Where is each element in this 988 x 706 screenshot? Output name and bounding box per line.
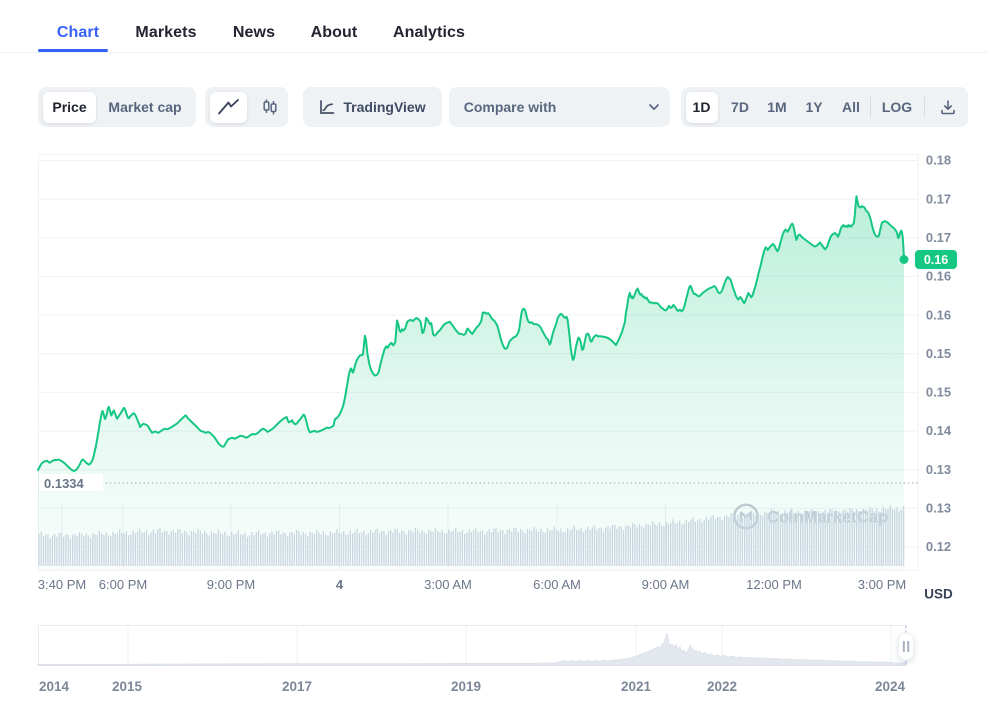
svg-text:0.16: 0.16 bbox=[926, 269, 951, 284]
svg-text:0.14: 0.14 bbox=[926, 423, 952, 438]
svg-text:9:00 PM: 9:00 PM bbox=[207, 577, 255, 592]
svg-text:9:00 AM: 9:00 AM bbox=[642, 577, 690, 592]
svg-text:USD: USD bbox=[924, 587, 953, 602]
svg-text:12:00 PM: 12:00 PM bbox=[746, 577, 802, 592]
svg-text:0.15: 0.15 bbox=[926, 385, 951, 400]
svg-text:0.16: 0.16 bbox=[926, 307, 951, 322]
svg-text:0.17: 0.17 bbox=[926, 230, 951, 245]
svg-text:3:40 PM: 3:40 PM bbox=[38, 577, 86, 592]
svg-text:3:00 PM: 3:00 PM bbox=[858, 577, 906, 592]
svg-text:6:00 AM: 6:00 AM bbox=[533, 577, 581, 592]
svg-text:2017: 2017 bbox=[282, 679, 312, 694]
svg-text:0.1334: 0.1334 bbox=[44, 476, 85, 491]
svg-text:0.13: 0.13 bbox=[926, 462, 951, 477]
svg-text:0.12: 0.12 bbox=[926, 539, 951, 554]
svg-text:2014: 2014 bbox=[39, 679, 70, 694]
svg-text:3:00 AM: 3:00 AM bbox=[424, 577, 472, 592]
svg-text:2021: 2021 bbox=[621, 679, 652, 694]
svg-text:2019: 2019 bbox=[451, 679, 481, 694]
svg-text:0.15: 0.15 bbox=[926, 346, 951, 361]
svg-text:0.16: 0.16 bbox=[924, 253, 948, 267]
svg-text:0.13: 0.13 bbox=[926, 501, 951, 516]
svg-text:6:00 PM: 6:00 PM bbox=[99, 577, 147, 592]
svg-text:2015: 2015 bbox=[112, 679, 143, 694]
svg-text:2022: 2022 bbox=[707, 679, 737, 694]
svg-text:2024: 2024 bbox=[875, 679, 906, 694]
svg-text:4: 4 bbox=[336, 577, 344, 592]
svg-text:0.18: 0.18 bbox=[926, 153, 951, 168]
svg-text:0.17: 0.17 bbox=[926, 191, 951, 206]
